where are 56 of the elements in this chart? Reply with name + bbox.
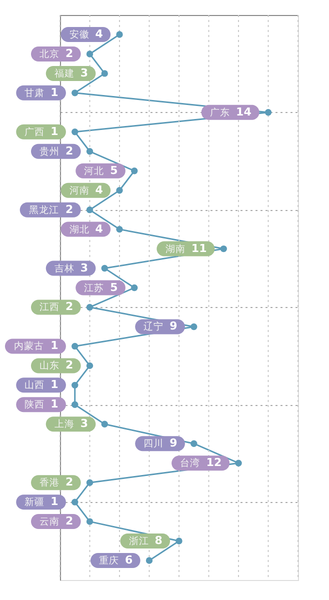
y-tick-label: 黑龙江 <box>29 204 60 216</box>
data-label: 6 <box>124 554 133 567</box>
y-tick-label: 内蒙古 <box>14 340 44 352</box>
data-label: 1 <box>50 124 58 138</box>
y-tick-label: 辽宁 <box>144 320 164 333</box>
data-label: 5 <box>110 280 118 294</box>
data-label: 2 <box>65 514 74 528</box>
y-tick-label: 广东 <box>210 106 230 118</box>
data-label: 14 <box>236 105 252 118</box>
data-label: 12 <box>206 456 222 470</box>
y-tick-label: 浙江 <box>128 535 149 548</box>
y-tick-label: 江西 <box>40 301 60 314</box>
data-label: 1 <box>50 398 58 411</box>
y-tick-label: 安徽 <box>69 28 90 40</box>
y-tick-label: 山西 <box>24 379 45 392</box>
y-tick-label: 贵州 <box>40 145 60 158</box>
y-tick-label: 陕西 <box>24 398 45 411</box>
data-label: 4 <box>95 222 104 236</box>
y-tick-label: 云南 <box>40 516 60 528</box>
data-label: 4 <box>95 27 104 40</box>
y-tick-label: 上海 <box>54 418 74 430</box>
y-tick-label: 山东 <box>40 360 60 372</box>
y-tick-label: 广西 <box>24 126 45 138</box>
data-label: 4 <box>95 183 104 196</box>
data-label: 2 <box>65 46 74 60</box>
y-tick-label: 江苏 <box>84 282 104 294</box>
data-label: 3 <box>80 261 88 274</box>
y-tick-label: 吉林 <box>54 262 74 274</box>
data-label: 2 <box>65 358 74 372</box>
data-label: 2 <box>65 300 74 314</box>
y-tick-label: 河北 <box>84 164 104 177</box>
data-label: 1 <box>50 378 58 392</box>
y-tick-label: 四川 <box>144 438 164 450</box>
data-label: 8 <box>154 534 162 548</box>
data-label: 2 <box>65 476 74 489</box>
data-label: 1 <box>50 339 58 352</box>
data-label: 9 <box>170 436 178 450</box>
data-label: 1 <box>50 86 58 99</box>
data-label: 2 <box>65 202 74 216</box>
data-label: 5 <box>110 164 118 177</box>
data-label: 3 <box>80 66 88 80</box>
data-label: 3 <box>80 417 88 430</box>
data-label: 2 <box>65 144 74 158</box>
data-label: 9 <box>170 320 178 333</box>
y-tick-label: 湖北 <box>69 223 90 236</box>
y-tick-label: 甘肃 <box>24 86 45 99</box>
y-tick-label: 湖南 <box>165 242 186 255</box>
data-label: 1 <box>50 495 58 508</box>
y-tick-label: 香港 <box>40 476 60 489</box>
data-label: 11 <box>191 242 207 255</box>
y-tick-label: 新疆 <box>24 496 45 508</box>
y-tick-label: 福建 <box>54 67 74 80</box>
y-tick-label: 重庆 <box>99 554 120 567</box>
y-tick-label: 台湾 <box>180 457 200 470</box>
y-tick-label: 北京 <box>40 48 60 60</box>
y-tick-label: 河南 <box>69 184 90 196</box>
